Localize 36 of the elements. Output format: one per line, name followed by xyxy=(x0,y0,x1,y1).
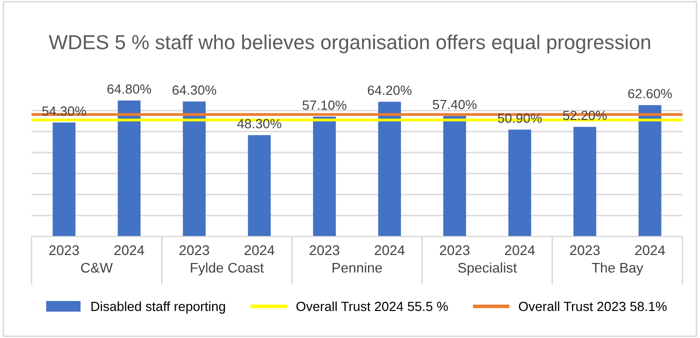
text: Pennine xyxy=(332,262,382,273)
x-tick-label: 2024 xyxy=(374,245,405,256)
legend-label: Overall Trust 2024 55.5 % xyxy=(296,301,448,312)
x-tick-label: 2023 xyxy=(440,245,470,256)
data-label: 64.20% xyxy=(368,86,412,95)
bar xyxy=(573,126,596,237)
data-label: 57.40% xyxy=(432,100,477,110)
x-tick-label: 2024 xyxy=(505,245,535,256)
legend-label: Overall Trust 2023 58.1% xyxy=(518,301,667,312)
data-label: 62.60% xyxy=(628,88,672,98)
x-tick-label: 2024 xyxy=(244,245,274,256)
bar xyxy=(182,102,206,237)
text: C&W xyxy=(81,262,113,273)
text: The Bay xyxy=(592,262,644,276)
bar xyxy=(52,122,76,237)
data-label: 64.80% xyxy=(107,84,152,94)
x-tick-label: 2024 xyxy=(114,245,144,256)
bar xyxy=(508,130,532,237)
data-label: 48.30% xyxy=(237,119,282,128)
text: Fylde Coast xyxy=(190,262,264,276)
x-tick-label: 2023 xyxy=(180,245,210,256)
x-tick-label: 2023 xyxy=(570,245,600,256)
x-tick-label: 2024 xyxy=(635,245,665,256)
x-tick-label: 2023 xyxy=(310,245,340,256)
bar xyxy=(378,102,401,237)
x-tick-label: 2023 xyxy=(49,245,79,256)
bar xyxy=(638,105,662,237)
bar xyxy=(248,135,271,237)
bar xyxy=(443,116,466,237)
text: Specialist xyxy=(458,262,517,276)
bar xyxy=(118,100,141,237)
bar xyxy=(313,116,336,237)
data-label: 64.30% xyxy=(172,85,216,95)
chart-title: WDES 5 % staff who believes organisation offers equal progression xyxy=(48,34,650,54)
data-label: 57.10% xyxy=(302,100,346,110)
legend-label: Disabled staff reporting xyxy=(91,301,226,314)
